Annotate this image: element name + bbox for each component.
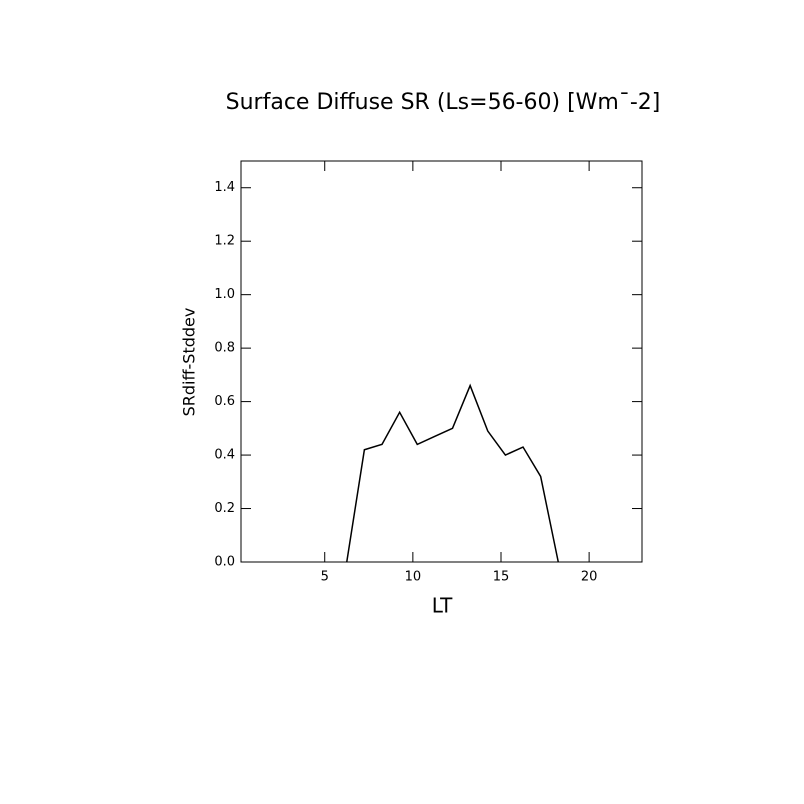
y-tick-label: 0.2 bbox=[214, 501, 235, 516]
y-tick-label: 0.4 bbox=[214, 448, 235, 463]
y-tick-label: 0.6 bbox=[214, 394, 235, 409]
chart-title: Surface Diffuse SR (Ls=56-60) [Wm¯-2] bbox=[226, 90, 661, 115]
y-tick-label: 1.4 bbox=[214, 180, 235, 195]
y-tick-label: 1.2 bbox=[214, 234, 235, 249]
data-line bbox=[346, 383, 560, 563]
x-tick-label: 15 bbox=[493, 570, 510, 585]
y-tick-label: 1.0 bbox=[214, 287, 235, 302]
y-tick-label: 0.0 bbox=[214, 555, 235, 570]
plot-frame bbox=[240, 160, 643, 563]
x-axis-label: LT bbox=[432, 594, 453, 618]
x-tick-label: 20 bbox=[581, 570, 598, 585]
y-axis-label: SRdiff-Stddev bbox=[180, 308, 199, 417]
x-tick-label: 10 bbox=[405, 570, 422, 585]
y-tick-label: 0.8 bbox=[214, 341, 235, 356]
x-tick-label: 5 bbox=[321, 570, 329, 585]
